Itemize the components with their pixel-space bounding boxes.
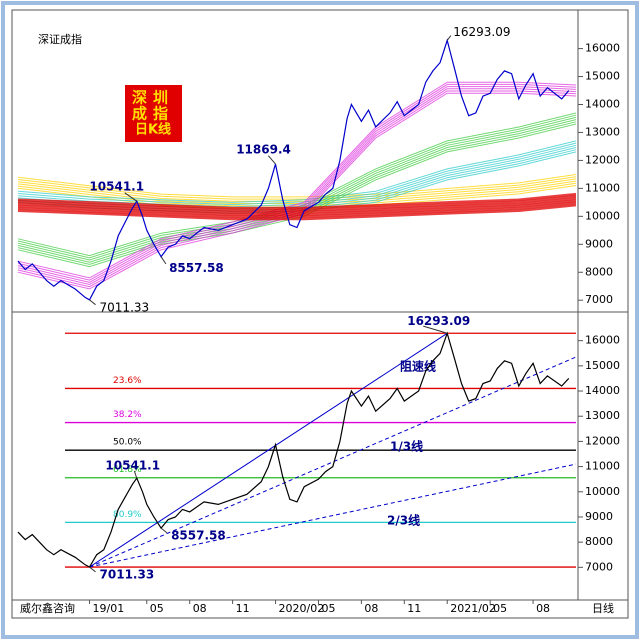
annotation: 10541.1	[105, 459, 160, 473]
y-tick-label: 16000	[585, 334, 620, 347]
fib-label: 80.9%	[113, 510, 142, 520]
moving-average	[17, 197, 577, 214]
y-tick-label: 11000	[585, 460, 620, 473]
y-tick-label: 12000	[585, 153, 620, 166]
price-line	[17, 38, 570, 301]
annotation-leader	[89, 566, 96, 573]
y-tick-label: 7000	[585, 560, 613, 573]
x-tick-label: 08	[536, 602, 550, 615]
trend-line	[89, 463, 577, 568]
y-tick-label: 12000	[585, 434, 620, 447]
trend-line	[89, 332, 448, 568]
annotation-leader	[89, 299, 96, 306]
y-tick-label: 7000	[585, 293, 613, 306]
x-tick-label: 2021/02	[450, 602, 496, 615]
y-tick-label: 9000	[585, 510, 613, 523]
fib-label: 23.6%	[113, 376, 142, 386]
source: 威尔鑫咨询	[20, 601, 75, 615]
moving-average	[17, 176, 577, 200]
moving-average	[17, 140, 577, 203]
moving-average	[17, 178, 577, 202]
moving-average	[17, 174, 577, 198]
annotation: 11869.4	[236, 143, 291, 157]
moving-average	[17, 180, 577, 204]
y-tick-label: 15000	[585, 70, 620, 83]
chart-title: 深证成指	[38, 32, 82, 46]
annotation: 8557.58	[171, 529, 226, 543]
fib-label: 50.0%	[113, 438, 142, 448]
annotation: 16293.09	[407, 314, 470, 328]
badge-line: 日K线	[135, 122, 171, 138]
annotation: 8557.58	[169, 261, 224, 275]
annotation: 7011.33	[100, 568, 155, 582]
y-tick-label: 9000	[585, 237, 613, 250]
x-tick-label: 11	[236, 602, 250, 615]
annotation-leader	[423, 325, 448, 334]
trend-line	[89, 356, 577, 568]
y-tick-label: 8000	[585, 265, 613, 278]
x-tick-label: 08	[193, 602, 207, 615]
annotation: 10541.1	[89, 180, 144, 194]
moving-average	[17, 201, 577, 219]
price-line	[17, 331, 570, 568]
badge	[125, 85, 182, 142]
x-tick-label: 05	[150, 602, 164, 615]
x-axis-label: 日线	[592, 601, 614, 615]
x-tick-label: 05	[493, 602, 507, 615]
x-tick-label: 05	[321, 602, 335, 615]
badge-line: 深圳	[132, 89, 174, 107]
annotation: 16293.09	[453, 25, 510, 39]
badge-line: 成指	[132, 105, 174, 123]
annotation-leader	[160, 256, 167, 265]
y-tick-label: 14000	[585, 98, 620, 111]
x-tick-label: 08	[364, 602, 378, 615]
y-tick-label: 11000	[585, 181, 620, 194]
trend-label: 1/3线	[390, 439, 423, 454]
annotation-leader	[446, 35, 452, 41]
moving-average	[17, 192, 577, 210]
trend-label: 阻速线	[400, 359, 436, 374]
fib-label: 38.2%	[113, 410, 142, 420]
annotation-leader	[124, 192, 138, 202]
x-tick-label: 11	[407, 602, 421, 615]
y-tick-label: 10000	[585, 209, 620, 222]
x-tick-label: 2020/02	[279, 602, 325, 615]
y-tick-label: 8000	[585, 535, 613, 548]
annotation-leader	[160, 527, 168, 534]
x-tick-label: 19/01	[93, 602, 125, 615]
y-tick-label: 13000	[585, 125, 620, 138]
y-tick-label: 10000	[585, 485, 620, 498]
annotation-leader	[133, 470, 138, 479]
y-tick-label: 16000	[585, 42, 620, 55]
moving-average	[17, 203, 577, 221]
annotation: 7011.33	[100, 300, 150, 314]
y-tick-label: 14000	[585, 384, 620, 397]
y-tick-label: 15000	[585, 359, 620, 372]
chart-frame	[11, 9, 629, 619]
y-tick-label: 13000	[585, 409, 620, 422]
trend-label: 2/3线	[387, 513, 420, 528]
moving-average	[17, 81, 577, 279]
moving-average	[17, 112, 577, 257]
fib-label: 61.8%	[113, 465, 142, 475]
annotation-leader	[267, 155, 276, 165]
moving-average	[17, 199, 577, 216]
